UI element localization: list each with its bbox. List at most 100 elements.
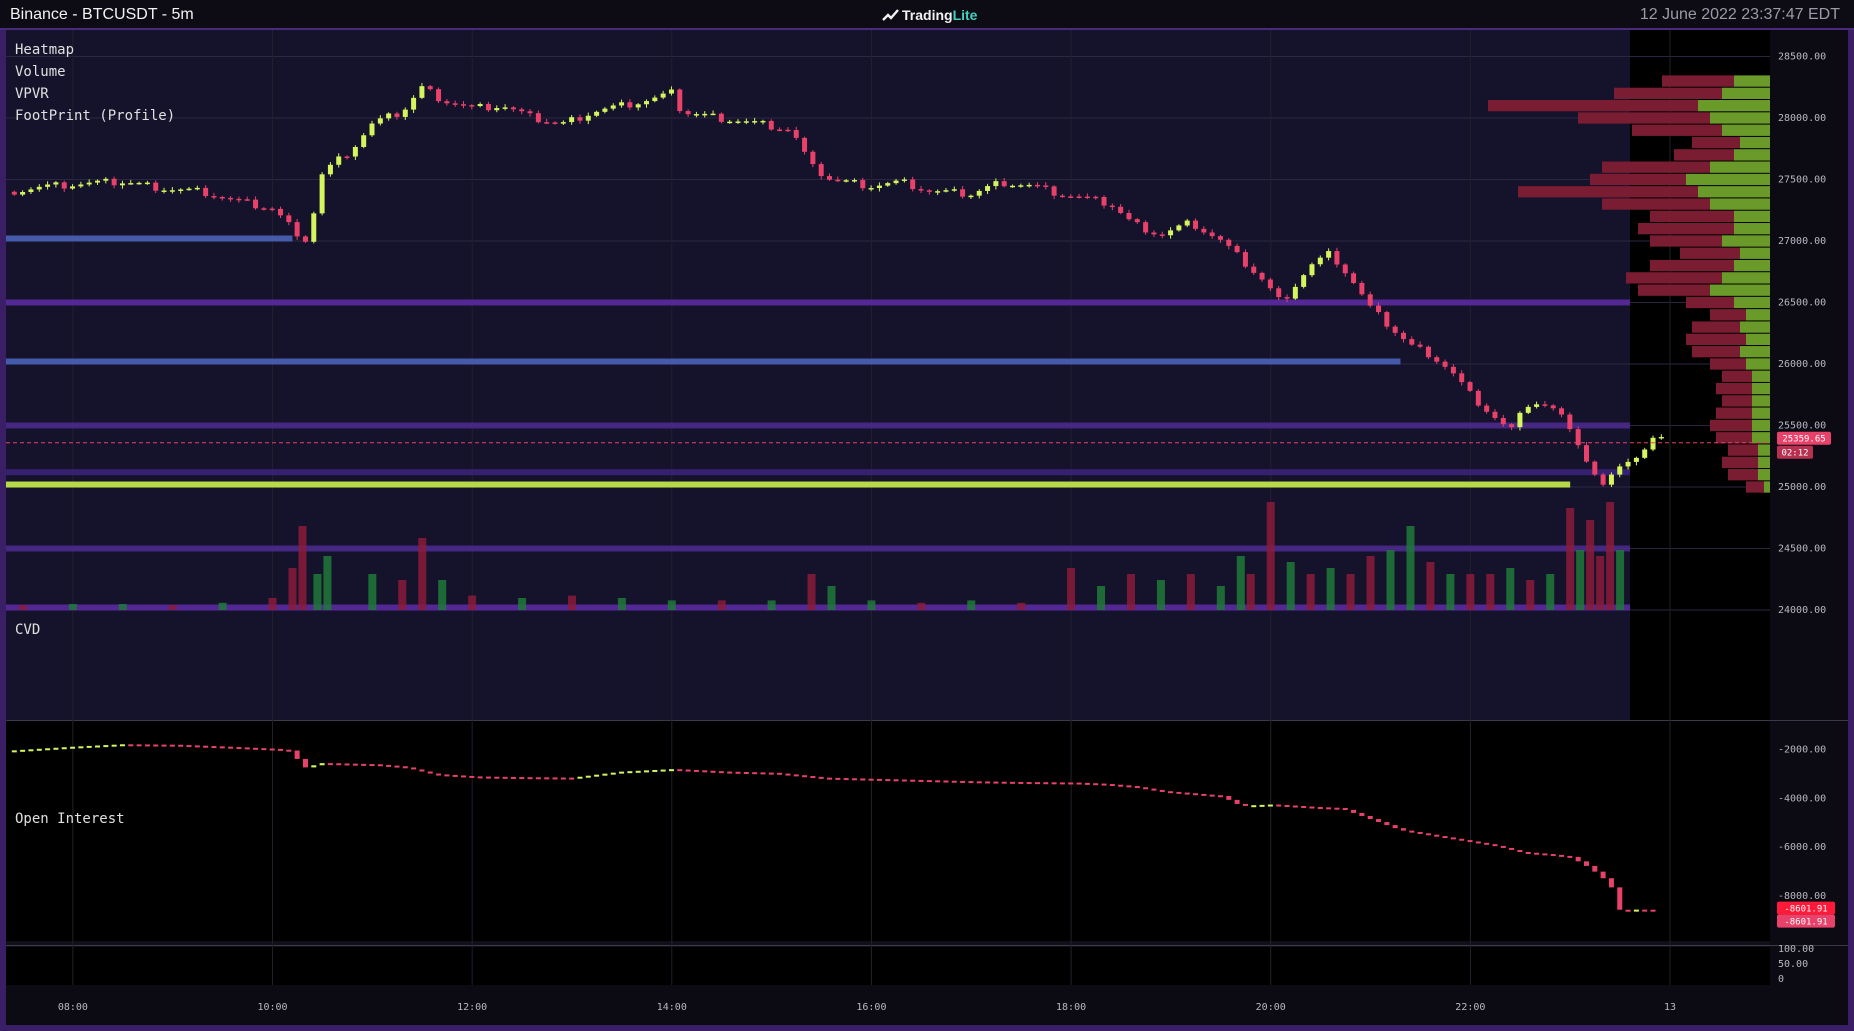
cvd-segment [727,771,733,774]
vpvr-buy-bar [1740,346,1770,358]
time-tick-label: 12:00 [457,1002,487,1013]
indicator-footprint[interactable]: FootPrint (Profile) [15,108,176,124]
candle-body [668,89,674,94]
vpvr-buy-bar [1698,100,1770,112]
cvd-segment [11,750,17,753]
cvd-segment [693,769,699,772]
candle-body [1276,288,1282,298]
cvd-segment [444,774,450,777]
cvd-segment [427,771,433,774]
time-axis[interactable]: 08:00 10:00 12:00 14:00 16:00 18:00 20:00 22:00… [58,1002,1676,1013]
candle-body [1068,196,1074,198]
cvd-segment [228,746,234,749]
candle-body [627,102,633,108]
vpvr-sell-bar [1662,75,1734,87]
cvd-segment [1575,856,1581,862]
vpvr-sell-bar [1716,407,1752,419]
candle-body [269,208,275,211]
vpvr-buy-bar [1722,124,1770,136]
cvd-segment [652,769,658,772]
heatmap-background [6,30,1630,720]
candle-body [1550,405,1556,409]
candle-body [128,183,134,185]
candle-body [394,113,400,117]
candle-body [1450,366,1456,374]
candle-body [1267,279,1273,289]
candle-body [1084,196,1090,199]
candle-body [1583,445,1589,462]
symbol-title[interactable]: Binance - BTCUSDT - 5m [10,6,194,23]
heatmap-liquidity-lines [6,235,1630,611]
cvd-segment [1367,815,1373,820]
cvd-segment [1559,854,1565,857]
vpvr-sell-bar [1680,247,1740,259]
candle-body [1400,332,1406,340]
candle-body [544,122,550,124]
candle-body [411,97,417,110]
time-tick-label: 13 [1664,1002,1676,1013]
vpvr-sell-bar [1638,223,1734,235]
vpvr-buy-bar [1752,370,1770,382]
cvd-segment [1583,861,1589,866]
logo-icon [882,9,899,21]
candle-body [169,190,175,192]
candle-body [644,101,650,105]
cvd-segment [1500,845,1506,848]
cvd-background [6,721,1770,941]
cvd-segment [1484,842,1490,845]
candle-body [1143,222,1149,233]
open-interest-axis[interactable]: 100.00 50.00 0 [1778,944,1814,985]
indicator-heatmap[interactable]: Heatmap [15,42,75,58]
cvd-segment [1093,783,1099,786]
heatmap-line [6,481,1571,488]
vpvr-buy-bar [1752,432,1770,444]
time-tick-label: 14:00 [657,1002,687,1013]
candle-body [1010,185,1016,188]
price-axis[interactable]: 28500.00 28000.00 27500.00 27000.00 26500.00… [1778,51,1826,616]
volume-bar [1216,586,1225,610]
cvd-segment [943,780,949,783]
cvd-segment [1018,781,1024,784]
candle-body [1168,230,1174,236]
volume-bar [1576,550,1585,610]
candle-body [1209,232,1215,237]
candle-body [585,115,591,121]
cvd-segment [1326,807,1332,810]
vpvr-buy-bar [1758,456,1770,469]
cvd-series [11,744,1656,912]
cvd-segment [319,763,325,766]
chart-canvas[interactable]: 28500.00 28000.00 27500.00 27000.00 26500.00… [6,30,1848,1025]
cvd-axis[interactable]: -2000.00 -4000.00 -6000.00 -8000.00 [1778,745,1826,902]
candle-body [1633,457,1639,462]
cvd-segment [103,745,109,748]
heatmap-line [6,604,1630,611]
candle-body [860,180,866,189]
cvd-segment [1625,909,1631,912]
cvd-segment [851,778,857,781]
cvd-segment [1450,837,1456,840]
brand-name: Trading [902,7,953,23]
cvd-segment [20,749,26,752]
indicator-vpvr[interactable]: VPVR [15,86,49,102]
candle-body [527,111,533,114]
cvd-segment [244,747,250,750]
vpvr-buy-bar [1758,444,1770,456]
cvd-segment [1168,791,1174,794]
volume-bar [368,574,377,610]
indicator-volume[interactable]: Volume [15,64,66,80]
indicator-cvd[interactable]: CVD [15,622,41,638]
vpvr-sell-bar [1716,432,1752,444]
candle-body [261,208,267,210]
cvd-tick-label: -4000.00 [1778,793,1826,804]
time-tick-label: 10:00 [257,1002,287,1013]
indicator-open-interest[interactable]: Open Interest [15,811,125,827]
cvd-segment [369,764,375,767]
price-tick-label: 28000.00 [1778,113,1826,124]
oi-tick-label: 0 [1778,974,1784,985]
candle-body [710,113,716,116]
volume-bar [1426,562,1435,610]
candle-body [1217,236,1223,240]
candle-body [1309,264,1315,276]
volume-bar [1606,502,1615,610]
cvd-segment [876,778,882,781]
